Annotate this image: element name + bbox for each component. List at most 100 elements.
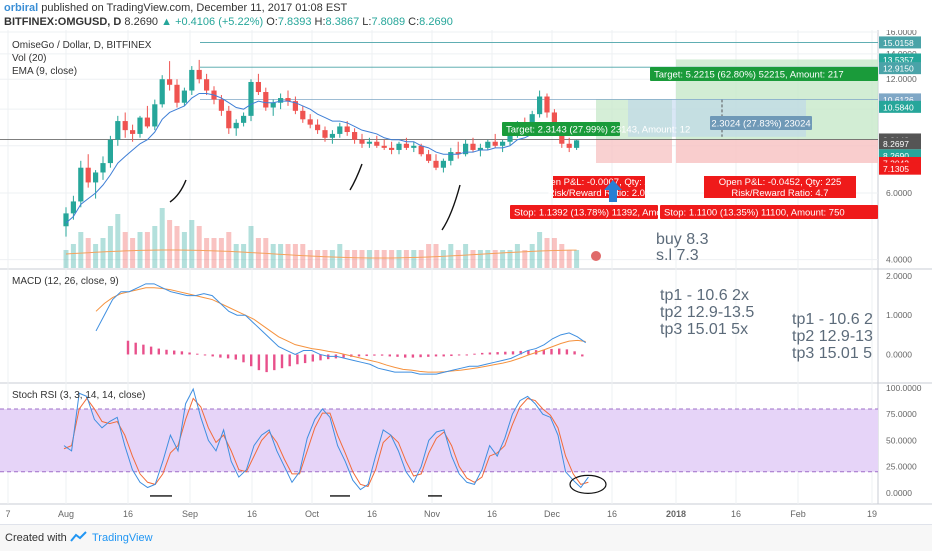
candle-body: [574, 140, 580, 148]
open-label: O:: [266, 16, 278, 28]
volume-bar: [403, 250, 409, 268]
price-axis-tag: 10.5840: [879, 100, 921, 113]
tradingview-brand[interactable]: TradingView: [92, 532, 153, 544]
macd-histogram-bar: [550, 348, 553, 355]
position-stop-label-bg: [510, 205, 658, 219]
price-axis-tag-text: 7.1305: [883, 164, 909, 174]
price-axis-tag: 8.2697: [879, 137, 921, 150]
macd-histogram-bar: [542, 349, 545, 355]
position-stop-label-bg: [660, 205, 878, 219]
time-axis-label: 16: [731, 509, 741, 519]
price-axis-tag-text: 10.5840: [883, 102, 914, 112]
macd-histogram-bar: [380, 354, 384, 356]
time-axis-label: Oct: [305, 509, 320, 519]
candle-body: [544, 96, 550, 113]
volume-bar: [537, 232, 543, 268]
candle-body: [233, 122, 239, 129]
candle-body: [455, 152, 461, 155]
price-axis-tag-text: 15.0158: [883, 38, 914, 48]
candle-body: [130, 130, 136, 134]
candle-body: [507, 133, 513, 142]
stoch-k-line: [63, 387, 589, 491]
symbol-line: BITFINEX:OMGUSD, D 8.2690 ▲ +0.4106 (+5.…: [4, 16, 453, 28]
volume-bar: [440, 250, 446, 268]
volume-bar: [574, 250, 580, 268]
open-value: 7.8393: [277, 16, 312, 28]
position-target-label-bg: [502, 122, 620, 136]
macd-histogram-bar: [373, 354, 376, 356]
position-stop-label: Stop: 1.1100 (13.35%) 11100, Amount: 750: [660, 205, 878, 219]
macd-histogram-bar: [473, 353, 476, 355]
tradingview-logo-icon: [70, 531, 87, 542]
candle-body: [137, 117, 143, 134]
volume-bar: [411, 250, 417, 268]
time-axis-label: 16: [123, 509, 133, 519]
volume-bar: [78, 232, 84, 268]
volume-bar: [174, 226, 180, 268]
position-pnl-bg: [553, 176, 645, 198]
candle-body: [204, 79, 210, 91]
volume-ma-line: [65, 249, 577, 259]
low-value: 7.8089: [371, 16, 406, 28]
position-target-label: Target: 2.3143 (27.99%) 23143, Amount: 1…: [502, 122, 690, 136]
volume-bar: [218, 238, 224, 268]
candle-body: [292, 101, 298, 111]
time-axis-label: 16: [367, 509, 377, 519]
macd-histogram-bar: [157, 348, 160, 355]
price-axis-tag: 12.9150: [879, 62, 921, 75]
candle-body: [263, 92, 269, 108]
publish-text: published on TradingView.com, December 1…: [41, 2, 348, 14]
volume-indicator-label: Vol (20): [12, 53, 46, 64]
candle-body: [63, 213, 69, 227]
chart-area[interactable]: 16.000014.000012.000010.00008.00006.0000…: [0, 30, 932, 524]
price-axis-tag-bg: [879, 100, 921, 113]
position-stop-label-text: Stop: 1.1100 (13.35%) 11100, Amount: 750: [664, 208, 845, 219]
volume-bar: [344, 250, 350, 268]
candle-body: [366, 141, 372, 144]
macd-histogram-bar: [303, 354, 307, 364]
volume-bar: [551, 238, 557, 268]
macd-histogram-bar: [242, 354, 245, 363]
trendline-drawing: [349, 163, 363, 191]
macd-tick-label: 1.0000: [886, 310, 912, 320]
macd-pane-title: MACD (12, 26, close, 9): [12, 276, 119, 287]
time-axis-label: 2018: [666, 509, 686, 519]
main-pane-title: OmiseGo / Dollar, D, BITFINEX: [12, 40, 152, 51]
candle-body: [174, 84, 180, 103]
time-axis-label: Feb: [790, 509, 806, 519]
candle-body: [122, 121, 128, 131]
macd-histogram-bar: [126, 340, 130, 355]
macd-tick-label: 2.0000: [886, 271, 912, 281]
volume-bar: [477, 250, 483, 268]
volume-bar: [130, 238, 136, 268]
symbol[interactable]: BITFINEX:OMGUSD, D: [4, 16, 122, 28]
position-stop-zone: [596, 139, 672, 163]
candle-body: [226, 110, 232, 129]
macd-histogram-bar: [388, 354, 391, 357]
candle-body: [307, 119, 313, 125]
candle-body: [78, 167, 84, 202]
stoch-band-fill: [0, 408, 878, 472]
candle-body: [463, 143, 469, 155]
price-axis-tag-text: 13.5357: [883, 55, 914, 65]
position-target-label-text: Target: 2.3143 (27.99%) 23143, Amount: 1…: [506, 125, 690, 136]
volume-bar: [63, 250, 69, 268]
candle-body: [167, 79, 173, 85]
position-stop-zone: [676, 139, 878, 163]
author-link[interactable]: orbiral: [4, 2, 39, 14]
candle-body: [559, 130, 565, 144]
volume-bar: [115, 214, 121, 268]
volume-bar: [485, 250, 491, 268]
macd-histogram-bar: [565, 349, 569, 355]
note-text: tp3 15.01 5x: [660, 321, 748, 338]
volume-bar: [226, 232, 232, 268]
high-value: 8.3867: [325, 16, 360, 28]
candle-body: [389, 147, 395, 150]
volume-bar: [426, 244, 432, 268]
volume-bar: [455, 250, 461, 268]
macd-histogram-bar: [558, 348, 561, 355]
macd-histogram-bar: [511, 351, 515, 355]
macd-histogram-bar: [481, 352, 484, 355]
footer: Created with TradingView: [0, 524, 932, 551]
price-tick-label: 12.0000: [886, 74, 917, 84]
